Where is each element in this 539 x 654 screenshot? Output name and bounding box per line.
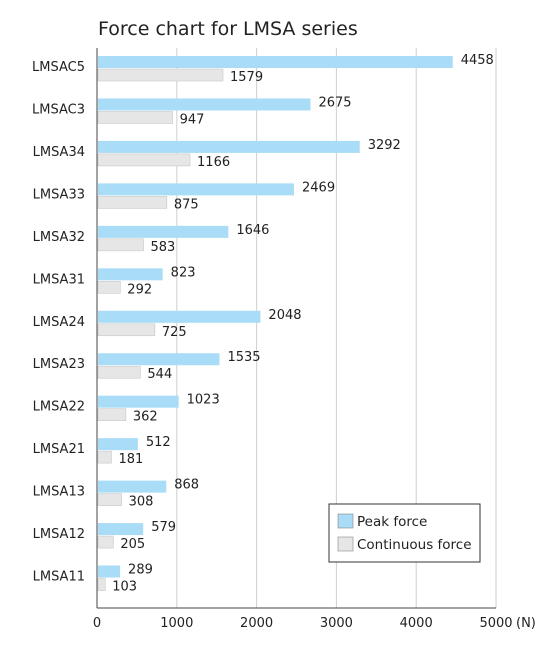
x-tick-label: 5000 (479, 616, 512, 631)
bar-continuous (97, 493, 122, 506)
x-tick-label: 0 (93, 616, 101, 631)
category-labels: LMSAC5 4458 1579 LMSAC3 2675 947 LMSA34 3292 116… (32, 53, 494, 595)
category-label: LMSA13 (33, 485, 85, 500)
bar-continuous (97, 365, 141, 379)
peak-value-label: 1646 (236, 223, 269, 238)
continuous-value-label: 1579 (230, 70, 263, 85)
bar-continuous (97, 68, 224, 82)
continuous-value-label: 583 (151, 240, 176, 255)
bar-peak (98, 98, 311, 111)
peak-value-label: 3292 (368, 138, 401, 153)
x-tick-label: 1000 (160, 616, 193, 631)
category-label: LMSAC5 (32, 60, 85, 75)
peak-value-label: 1023 (187, 393, 220, 408)
continuous-value-label: 205 (120, 537, 145, 552)
continuous-value-label: 292 (127, 282, 152, 297)
bar-peak (98, 140, 360, 153)
bar-continuous (97, 535, 114, 549)
bar-peak (98, 480, 167, 493)
category-label: LMSA24 (33, 315, 85, 330)
continuous-value-label: 544 (147, 367, 172, 382)
bar-continuous (97, 153, 191, 167)
chart-title: Force chart for LMSA series (98, 18, 358, 40)
bar-peak (98, 183, 295, 196)
bar-continuous (97, 238, 144, 252)
peak-value-label: 512 (146, 435, 171, 450)
peak-value-label: 1535 (227, 350, 260, 365)
category-label: LMSA31 (33, 272, 85, 287)
bar-peak (98, 353, 220, 366)
bar-peak (98, 225, 229, 238)
bar-peak (98, 310, 261, 323)
category-label: LMSA34 (33, 145, 85, 160)
bar-continuous (97, 196, 168, 209)
continuous-value-label: 362 (133, 410, 158, 425)
peak-value-label: 2469 (302, 180, 335, 195)
bar-peak (98, 395, 179, 408)
peak-value-label: 4458 (461, 53, 494, 68)
continuous-value-label: 103 (112, 580, 137, 595)
peak-value-label: 2048 (268, 308, 301, 323)
category-label: LMSA23 (33, 357, 85, 372)
x-tick-label: 4000 (400, 616, 433, 631)
peak-value-label: 289 (128, 563, 153, 578)
legend-swatch-continuous (337, 536, 354, 552)
continuous-value-label: 308 (129, 495, 154, 510)
peak-value-label: 579 (151, 520, 176, 535)
legend-box (328, 503, 481, 563)
x-tick-label: 3000 (320, 616, 353, 631)
category-label: LMSA12 (33, 527, 85, 542)
legend-label-continuous: Continuous force (357, 537, 472, 553)
category-label: LMSA21 (33, 442, 85, 457)
x-tick-label: 2000 (240, 616, 273, 631)
bar-continuous (97, 281, 121, 294)
continuous-value-label: 725 (162, 325, 187, 340)
x-unit-label: (N) (516, 616, 536, 631)
continuous-value-label: 947 (180, 112, 205, 127)
category-label: LMSA22 (33, 400, 85, 415)
bar-continuous (97, 450, 112, 464)
continuous-value-label: 875 (174, 197, 199, 212)
bar-peak (98, 523, 144, 536)
bar-peak (98, 268, 163, 281)
bars (97, 56, 453, 591)
peak-value-label: 2675 (318, 95, 351, 110)
bar-continuous (97, 111, 173, 124)
bar-continuous (97, 323, 156, 337)
x-axis: 0 1000 2000 3000 4000 5000 (N) (93, 616, 536, 631)
legend: Peak force Continuous force (328, 503, 481, 563)
category-label: LMSA11 (33, 570, 85, 585)
bar-peak (98, 56, 453, 68)
category-label: LMSA33 (33, 187, 85, 202)
bar-continuous (97, 578, 106, 591)
bar-peak (98, 438, 138, 451)
category-label: LMSA32 (33, 230, 85, 245)
peak-value-label: 868 (174, 478, 199, 493)
category-label: LMSAC3 (32, 102, 85, 117)
legend-swatch-peak (337, 513, 354, 529)
bar-continuous (97, 408, 127, 421)
peak-value-label: 823 (171, 265, 196, 280)
bar-peak (98, 565, 121, 578)
legend-label-peak: Peak force (357, 514, 427, 530)
continuous-value-label: 181 (118, 452, 143, 467)
continuous-value-label: 1166 (197, 155, 230, 170)
